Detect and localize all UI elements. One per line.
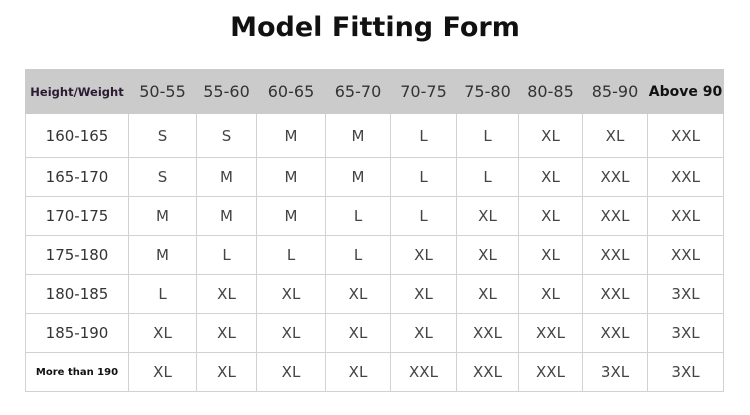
column-header: 50-55 (128, 69, 197, 114)
size-cell: XXL (582, 196, 648, 236)
size-cell: L (325, 235, 391, 275)
size-cell: XL (128, 313, 197, 353)
size-cell: S (128, 157, 197, 197)
size-cell: XL (390, 235, 457, 275)
row-header: 170-175 (25, 196, 129, 236)
size-cell: XL (325, 352, 391, 392)
size-cell: M (325, 113, 391, 158)
size-cell: XXL (647, 196, 724, 236)
column-header: 75-80 (456, 69, 519, 114)
size-cell: XL (325, 313, 391, 353)
size-cell: XL (518, 196, 583, 236)
size-cell: XXL (582, 235, 648, 275)
column-header: 70-75 (390, 69, 457, 114)
size-cell: XL (456, 235, 519, 275)
size-cell: L (456, 113, 519, 158)
header-row: Height/Weight 50-55 55-60 60-65 65-70 70-75 7… (25, 69, 724, 114)
size-cell: M (256, 157, 326, 197)
size-cell: L (196, 235, 257, 275)
size-cell: XL (582, 113, 648, 158)
column-header: 60-65 (256, 69, 326, 114)
table-row: 180-185 L XL XL XL XL XL XL XXL 3XL (25, 274, 724, 314)
size-cell: XL (128, 352, 197, 392)
column-header: 65-70 (325, 69, 391, 114)
size-cell: XXL (456, 352, 519, 392)
size-cell: XXL (582, 157, 648, 197)
row-header: 175-180 (25, 235, 129, 275)
size-cell: XL (518, 157, 583, 197)
size-cell: L (390, 196, 457, 236)
size-cell: XL (390, 274, 457, 314)
column-header: 55-60 (196, 69, 257, 114)
column-header: Above 90 (647, 69, 724, 114)
table-row: More than 190 XL XL XL XL XXL XXL XXL 3XL 3XL (25, 352, 724, 392)
size-cell: M (128, 235, 197, 275)
row-header: 160-165 (25, 113, 129, 158)
size-cell: 3XL (647, 313, 724, 353)
size-cell: XL (196, 274, 257, 314)
table-row: 170-175 M M M L L XL XL XXL XXL (25, 196, 724, 236)
size-chart-table: Height/Weight 50-55 55-60 60-65 65-70 70-75 7… (25, 69, 724, 392)
size-cell: XXL (518, 352, 583, 392)
size-cell: XXL (647, 235, 724, 275)
size-cell: XL (518, 235, 583, 275)
size-cell: L (390, 113, 457, 158)
size-cell: 3XL (582, 352, 648, 392)
size-cell: L (456, 157, 519, 197)
size-cell: XL (456, 274, 519, 314)
column-header: 80-85 (518, 69, 583, 114)
size-cell: XL (196, 352, 257, 392)
size-cell: M (256, 113, 326, 158)
column-header: 85-90 (582, 69, 648, 114)
size-cell: XL (518, 274, 583, 314)
size-cell: XL (518, 113, 583, 158)
table-row: 160-165 S S M M L L XL XL XXL (25, 113, 724, 158)
table-row: 175-180 M L L L XL XL XL XXL XXL (25, 235, 724, 275)
size-cell: XXL (647, 113, 724, 158)
row-header: 165-170 (25, 157, 129, 197)
size-cell: M (196, 157, 257, 197)
size-cell: XL (256, 313, 326, 353)
row-header: 180-185 (25, 274, 129, 314)
size-cell: L (325, 196, 391, 236)
table-row: 165-170 S M M M L L XL XXL XXL (25, 157, 724, 197)
size-cell: XL (256, 274, 326, 314)
size-cell: XL (325, 274, 391, 314)
size-cell: L (128, 274, 197, 314)
size-cell: M (196, 196, 257, 236)
size-cell: XXL (582, 313, 648, 353)
row-header: 185-190 (25, 313, 129, 353)
size-cell: L (256, 235, 326, 275)
size-cell: L (390, 157, 457, 197)
size-cell: M (256, 196, 326, 236)
size-cell: 3XL (647, 274, 724, 314)
table-row: 185-190 XL XL XL XL XL XXL XXL XXL 3XL (25, 313, 724, 353)
size-cell: XXL (518, 313, 583, 353)
size-cell: S (128, 113, 197, 158)
corner-header: Height/Weight (25, 69, 129, 114)
size-cell: XL (256, 352, 326, 392)
size-cell: XL (456, 196, 519, 236)
size-cell: S (196, 113, 257, 158)
page-title: Model Fitting Form (230, 12, 520, 43)
size-cell: XXL (647, 157, 724, 197)
size-cell: XXL (582, 274, 648, 314)
size-cell: 3XL (647, 352, 724, 392)
size-cell: M (325, 157, 391, 197)
size-cell: M (128, 196, 197, 236)
size-cell: XL (196, 313, 257, 353)
size-cell: XXL (390, 352, 457, 392)
size-cell: XL (390, 313, 457, 353)
size-cell: XXL (456, 313, 519, 353)
row-header: More than 190 (25, 352, 129, 392)
